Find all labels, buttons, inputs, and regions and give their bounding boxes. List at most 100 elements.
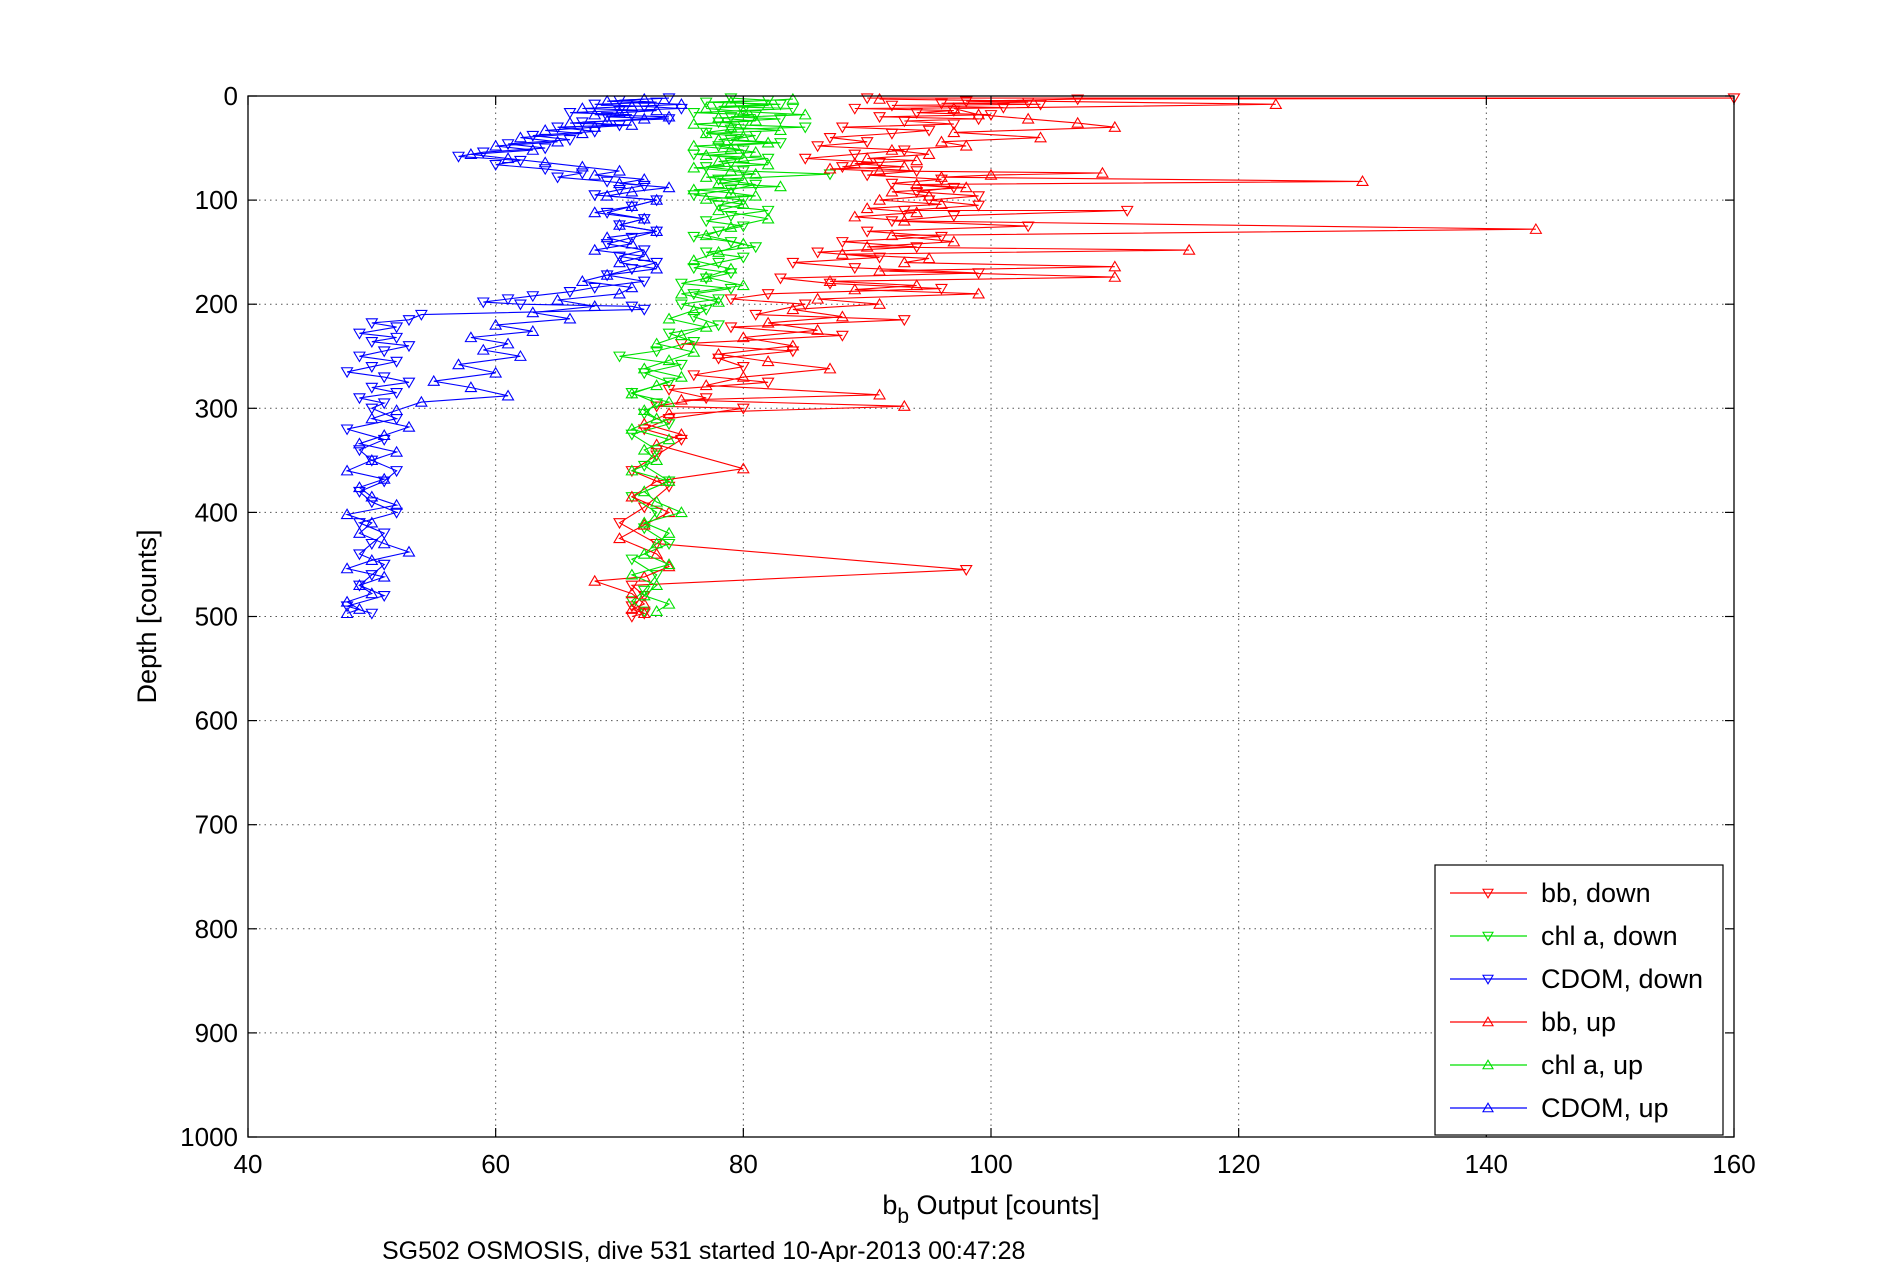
data-point — [662, 93, 676, 105]
data-point — [637, 608, 651, 620]
series-line — [594, 98, 1536, 614]
series-3 — [588, 92, 1543, 619]
data-point — [910, 187, 924, 199]
data-point — [600, 112, 614, 124]
data-point — [352, 393, 366, 405]
data-point — [402, 341, 416, 353]
data-point — [1108, 120, 1122, 132]
data-point — [637, 250, 651, 261]
data-point — [712, 155, 726, 167]
data-point — [712, 294, 726, 306]
data-point — [538, 156, 552, 168]
data-point — [613, 177, 626, 189]
data-point — [922, 125, 936, 137]
legend-box — [1434, 864, 1724, 1136]
data-point — [613, 287, 626, 299]
data-point — [600, 207, 614, 219]
data-point — [823, 362, 837, 374]
data-point — [897, 116, 911, 128]
data-point — [377, 472, 391, 484]
data-point — [910, 178, 924, 190]
data-point — [712, 257, 726, 269]
data-point — [687, 231, 701, 243]
data-point — [761, 355, 775, 367]
data-point — [588, 243, 602, 255]
data-point — [390, 332, 404, 344]
data-point — [464, 331, 478, 343]
data-point — [625, 554, 639, 566]
data-point — [352, 481, 366, 493]
data-point — [414, 309, 428, 321]
data-point — [774, 138, 787, 150]
data-point — [637, 417, 651, 429]
data-point — [476, 297, 490, 309]
data-point — [365, 454, 379, 466]
data-point — [786, 103, 800, 115]
data-point — [935, 197, 948, 209]
data-point — [650, 507, 664, 519]
data-point — [736, 130, 750, 142]
data-point — [575, 127, 589, 139]
data-point — [650, 495, 664, 507]
data-point — [687, 345, 701, 357]
data-point — [650, 257, 664, 269]
data-point — [390, 388, 404, 399]
data-point — [551, 172, 565, 184]
data-point — [637, 245, 651, 257]
data-point — [885, 100, 899, 112]
data-point — [674, 278, 688, 290]
data-point — [749, 114, 763, 126]
data-point — [625, 200, 639, 212]
data-point — [848, 263, 862, 275]
data-point — [662, 419, 676, 431]
data-point — [551, 135, 565, 147]
y-tick-label: 400 — [195, 497, 238, 527]
data-point — [1108, 270, 1122, 282]
data-point — [513, 131, 527, 143]
data-point — [1021, 112, 1035, 124]
x-axis-label: bb Output [counts] — [882, 1190, 1099, 1228]
data-point — [538, 164, 552, 176]
data-point — [761, 158, 775, 170]
data-point — [513, 349, 527, 361]
data-point — [749, 167, 763, 179]
data-point — [662, 384, 676, 396]
data-point — [352, 328, 366, 340]
data-point — [687, 263, 701, 275]
data-point — [365, 497, 379, 509]
data-point — [476, 343, 490, 355]
data-point — [736, 152, 750, 164]
data-point — [835, 310, 849, 322]
data-point — [897, 214, 911, 226]
data-point — [538, 124, 552, 136]
data-point — [774, 124, 787, 136]
data-point — [749, 145, 763, 157]
data-point — [674, 506, 688, 518]
data-point — [600, 94, 614, 106]
data-point — [501, 152, 515, 164]
data-point — [650, 412, 664, 424]
data-point — [811, 292, 825, 304]
series-line — [629, 98, 806, 612]
data-point — [712, 111, 726, 123]
data-point — [873, 164, 887, 176]
data-point — [761, 153, 775, 165]
data-point — [650, 537, 664, 549]
axis-ticks: 40 60 80 100 120 140 160 0 100 200 300 400 500 600 700… — [180, 81, 1756, 1179]
data-point — [712, 174, 726, 186]
data-point — [551, 122, 565, 134]
data-point — [823, 169, 837, 181]
data-point — [390, 445, 404, 457]
data-point — [736, 403, 750, 415]
data-point — [761, 316, 775, 328]
data-point — [786, 346, 800, 358]
data-point — [724, 124, 738, 136]
data-point — [798, 299, 812, 311]
x-axis-label-subscript: b — [897, 1205, 909, 1228]
data-point — [650, 337, 664, 349]
data-point — [563, 135, 577, 147]
data-point — [935, 283, 948, 295]
data-point — [650, 438, 664, 450]
data-point — [1034, 99, 1047, 111]
